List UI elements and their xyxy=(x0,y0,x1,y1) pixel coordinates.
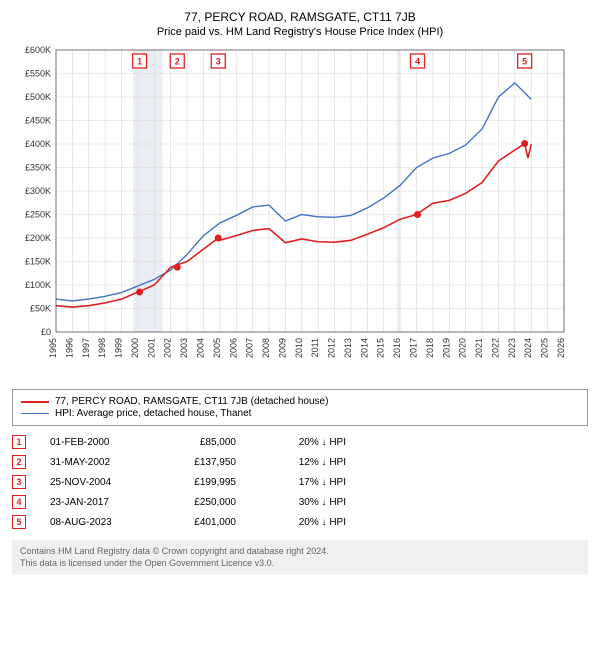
svg-text:£100K: £100K xyxy=(25,280,51,290)
legend-swatch xyxy=(21,413,49,414)
svg-text:2011: 2011 xyxy=(310,338,320,357)
sale-hpi: 20% ↓ HPI xyxy=(246,437,346,448)
sales-table: 1 01-FEB-2000 £85,000 20% ↓ HPI 2 31-MAY-2002… xyxy=(12,432,588,532)
sale-hpi: 30% ↓ HPI xyxy=(246,497,346,508)
svg-text:£350K: £350K xyxy=(25,163,51,173)
svg-text:2016: 2016 xyxy=(392,338,402,358)
svg-text:3: 3 xyxy=(216,57,221,67)
sale-hpi: 20% ↓ HPI xyxy=(246,517,346,528)
svg-text:£400K: £400K xyxy=(25,139,51,149)
svg-text:2026: 2026 xyxy=(556,338,566,358)
svg-text:2014: 2014 xyxy=(359,338,369,358)
legend-label: 77, PERCY ROAD, RAMSGATE, CT11 7JB (deta… xyxy=(55,396,328,407)
sale-marker: 3 xyxy=(12,475,26,489)
svg-text:2019: 2019 xyxy=(441,338,451,358)
svg-text:2025: 2025 xyxy=(540,338,550,358)
svg-text:2010: 2010 xyxy=(294,338,304,358)
sale-row: 2 31-MAY-2002 £137,950 12% ↓ HPI xyxy=(12,452,588,472)
sale-price: £199,995 xyxy=(146,477,236,488)
svg-text:2001: 2001 xyxy=(146,338,156,358)
subtitle: Price paid vs. HM Land Registry's House … xyxy=(12,26,588,38)
svg-text:2017: 2017 xyxy=(409,338,419,358)
svg-text:£600K: £600K xyxy=(25,46,51,55)
legend-swatch xyxy=(21,401,49,403)
svg-text:£250K: £250K xyxy=(25,210,51,220)
sale-date: 25-NOV-2004 xyxy=(36,477,136,488)
sale-row: 1 01-FEB-2000 £85,000 20% ↓ HPI xyxy=(12,432,588,452)
svg-text:2008: 2008 xyxy=(261,338,271,358)
sale-price: £250,000 xyxy=(146,497,236,508)
svg-text:1995: 1995 xyxy=(48,338,58,358)
svg-text:£500K: £500K xyxy=(25,92,51,102)
footer-line1: Contains HM Land Registry data © Crown c… xyxy=(20,546,580,558)
legend-row: 77, PERCY ROAD, RAMSGATE, CT11 7JB (deta… xyxy=(21,396,579,407)
svg-text:1999: 1999 xyxy=(114,338,124,358)
chart: £0 £50K £100K £150K £200K £250K £300K £350K £400… xyxy=(12,46,588,381)
chart-svg: £0 £50K £100K £150K £200K £250K £300K £350K £400… xyxy=(12,46,572,376)
svg-text:2004: 2004 xyxy=(195,338,205,358)
svg-text:2005: 2005 xyxy=(212,338,222,358)
svg-text:1: 1 xyxy=(137,57,142,67)
sale-hpi: 17% ↓ HPI xyxy=(246,477,346,488)
svg-text:2007: 2007 xyxy=(245,338,255,358)
svg-text:2006: 2006 xyxy=(228,338,238,358)
sale-price: £401,000 xyxy=(146,517,236,528)
svg-text:1996: 1996 xyxy=(64,338,74,358)
svg-text:2021: 2021 xyxy=(474,338,484,358)
sale-date: 23-JAN-2017 xyxy=(36,497,136,508)
sale-date: 08-AUG-2023 xyxy=(36,517,136,528)
svg-text:1998: 1998 xyxy=(97,338,107,358)
svg-text:2: 2 xyxy=(175,57,180,67)
page-title: 77, PERCY ROAD, RAMSGATE, CT11 7JB xyxy=(12,10,588,24)
svg-text:2024: 2024 xyxy=(523,338,533,358)
sale-hpi: 12% ↓ HPI xyxy=(246,457,346,468)
sale-marker: 2 xyxy=(12,455,26,469)
sale-marker: 1 xyxy=(12,435,26,449)
svg-text:2015: 2015 xyxy=(376,338,386,358)
svg-text:£450K: £450K xyxy=(25,116,51,126)
svg-text:2002: 2002 xyxy=(163,338,173,358)
svg-text:2013: 2013 xyxy=(343,338,353,358)
sale-marker: 4 xyxy=(12,495,26,509)
svg-text:£150K: £150K xyxy=(25,257,51,267)
svg-text:£50K: £50K xyxy=(30,304,51,314)
sale-date: 31-MAY-2002 xyxy=(36,457,136,468)
sale-row: 5 08-AUG-2023 £401,000 20% ↓ HPI xyxy=(12,512,588,532)
svg-text:4: 4 xyxy=(415,57,420,67)
legend-row: HPI: Average price, detached house, Than… xyxy=(21,408,579,419)
svg-text:2020: 2020 xyxy=(458,338,468,358)
svg-text:2009: 2009 xyxy=(277,338,287,358)
legend-label: HPI: Average price, detached house, Than… xyxy=(55,408,251,419)
svg-text:2000: 2000 xyxy=(130,338,140,358)
svg-text:£200K: £200K xyxy=(25,233,51,243)
svg-text:2023: 2023 xyxy=(507,338,517,358)
svg-text:£300K: £300K xyxy=(25,186,51,196)
svg-text:£550K: £550K xyxy=(25,69,51,79)
svg-text:2022: 2022 xyxy=(490,338,500,358)
footer-line2: This data is licensed under the Open Gov… xyxy=(20,558,580,570)
svg-text:1997: 1997 xyxy=(81,338,91,358)
sale-price: £85,000 xyxy=(146,437,236,448)
sale-date: 01-FEB-2000 xyxy=(36,437,136,448)
svg-text:2012: 2012 xyxy=(327,338,337,358)
footer: Contains HM Land Registry data © Crown c… xyxy=(12,540,588,575)
sale-row: 4 23-JAN-2017 £250,000 30% ↓ HPI xyxy=(12,492,588,512)
svg-text:£0: £0 xyxy=(41,327,51,337)
sale-row: 3 25-NOV-2004 £199,995 17% ↓ HPI xyxy=(12,472,588,492)
legend: 77, PERCY ROAD, RAMSGATE, CT11 7JB (deta… xyxy=(12,389,588,426)
svg-text:2003: 2003 xyxy=(179,338,189,358)
sale-marker: 5 xyxy=(12,515,26,529)
svg-text:5: 5 xyxy=(522,57,527,67)
sale-price: £137,950 xyxy=(146,457,236,468)
svg-text:2018: 2018 xyxy=(425,338,435,358)
